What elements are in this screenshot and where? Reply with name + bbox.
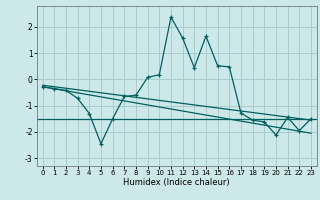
X-axis label: Humidex (Indice chaleur): Humidex (Indice chaleur) [124,178,230,187]
